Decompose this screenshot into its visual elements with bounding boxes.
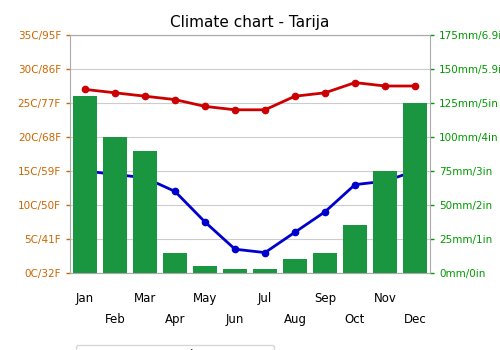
Text: Oct: Oct <box>345 314 365 327</box>
Text: Mar: Mar <box>134 292 156 305</box>
Text: Sep: Sep <box>314 292 336 305</box>
Text: Nov: Nov <box>374 292 396 305</box>
Bar <box>133 150 157 273</box>
Bar <box>343 225 367 273</box>
Text: Jul: Jul <box>258 292 272 305</box>
Bar <box>73 96 97 273</box>
Bar <box>283 259 307 273</box>
Bar <box>223 269 247 273</box>
Text: May: May <box>193 292 217 305</box>
Bar <box>253 269 277 273</box>
Bar <box>403 103 427 273</box>
Bar <box>373 171 397 273</box>
Legend: Prec, Min, Max: Prec, Min, Max <box>76 345 274 350</box>
Text: Dec: Dec <box>404 314 426 327</box>
Text: Aug: Aug <box>284 314 306 327</box>
Bar <box>193 266 217 273</box>
Text: Apr: Apr <box>165 314 185 327</box>
Bar <box>103 137 127 273</box>
Text: Jun: Jun <box>226 314 244 327</box>
Title: Climate chart - Tarija: Climate chart - Tarija <box>170 15 330 30</box>
Bar <box>313 253 337 273</box>
Text: Feb: Feb <box>104 314 126 327</box>
Text: Jan: Jan <box>76 292 94 305</box>
Bar <box>163 253 187 273</box>
